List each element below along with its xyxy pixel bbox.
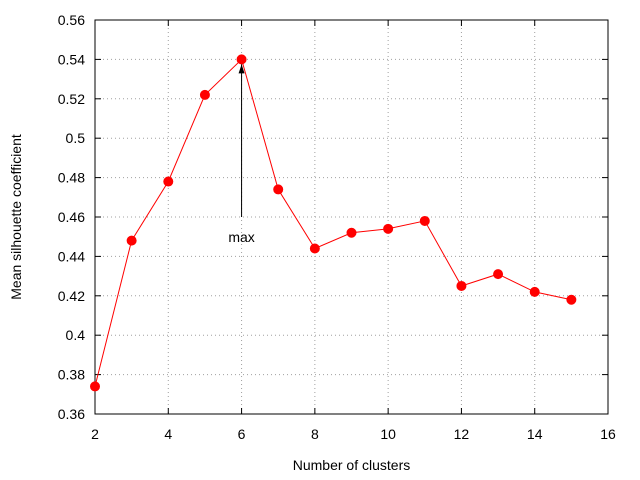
x-tick-label: 2 xyxy=(91,426,99,442)
x-tick-label: 6 xyxy=(238,426,246,442)
data-point xyxy=(419,215,430,226)
data-point xyxy=(236,54,247,65)
data-point xyxy=(456,280,467,291)
y-tick-label: 0.56 xyxy=(58,12,85,28)
data-point xyxy=(493,269,504,280)
series-line xyxy=(94,58,572,387)
annotation-arrow-head xyxy=(238,64,245,74)
x-tick-label: 14 xyxy=(527,426,543,442)
data-point xyxy=(163,176,174,187)
y-tick-label: 0.42 xyxy=(58,288,85,304)
y-tick-label: 0.36 xyxy=(58,406,85,422)
data-point xyxy=(346,227,357,238)
y-tick-label: 0.44 xyxy=(58,248,85,264)
grid-lines xyxy=(95,20,608,414)
x-axis-title: Number of clusters xyxy=(293,457,410,473)
data-point xyxy=(273,184,284,195)
data-point xyxy=(566,294,577,305)
data-point xyxy=(529,286,540,297)
x-tick-label: 16 xyxy=(600,426,616,442)
data-point xyxy=(126,235,137,246)
x-tick-labels: 2 4 6 8 10 12 14 16 xyxy=(91,426,616,442)
y-tick-label: 0.4 xyxy=(66,327,86,343)
tick-marks xyxy=(94,19,609,415)
y-tick-label: 0.48 xyxy=(58,170,85,186)
y-tick-label: 0.38 xyxy=(58,367,85,383)
annotation-label: max xyxy=(228,229,254,245)
x-tick-label: 8 xyxy=(311,426,319,442)
x-tick-label: 4 xyxy=(164,426,172,442)
y-tick-label: 0.46 xyxy=(58,209,85,225)
x-tick-label: 12 xyxy=(454,426,470,442)
x-tick-label: 10 xyxy=(380,426,396,442)
data-point xyxy=(90,381,100,392)
y-tick-labels: 0.36 0.38 0.4 0.42 0.44 0.46 0.48 0.5 0.52 0.54 0.… xyxy=(58,12,85,422)
annotation-group: max xyxy=(228,64,255,245)
data-point xyxy=(383,223,394,234)
data-point xyxy=(199,89,210,100)
y-tick-label: 0.5 xyxy=(66,130,86,146)
y-axis-title: Mean silhouette coefficient xyxy=(8,134,24,300)
y-tick-label: 0.52 xyxy=(58,91,85,107)
series-group xyxy=(90,54,577,392)
y-tick-label: 0.54 xyxy=(58,51,85,67)
data-point xyxy=(309,243,320,254)
